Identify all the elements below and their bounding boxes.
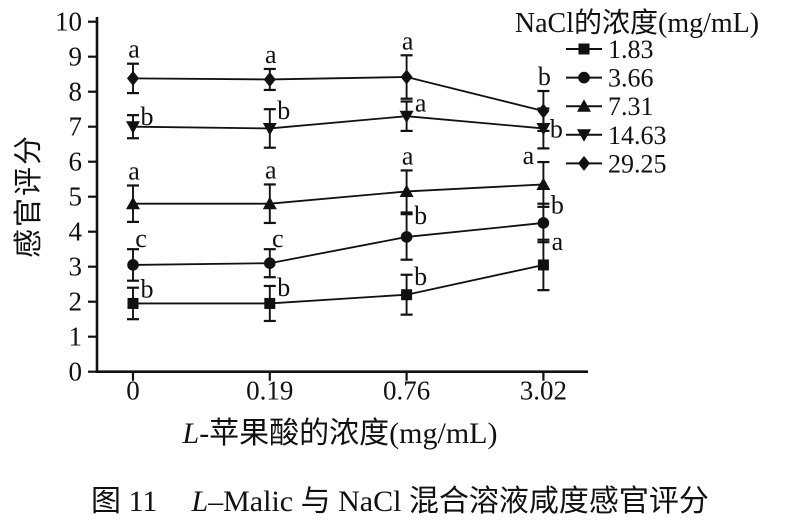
marker-diamond — [127, 70, 139, 86]
y-tick-label: 6 — [69, 147, 83, 177]
marker-circle — [127, 259, 139, 271]
marker-triangle-up — [126, 196, 140, 210]
legend-marker-circle — [578, 71, 590, 84]
caption-italic-l: L — [191, 485, 209, 518]
marker-triangle-up — [399, 184, 414, 197]
series-line-1.83 — [133, 264, 544, 305]
marker-square — [127, 297, 139, 309]
y-axis-title: 感官评分 — [12, 134, 45, 258]
marker-circle — [400, 231, 413, 243]
marker-diamond — [263, 71, 276, 87]
sig-letter: a — [265, 155, 277, 184]
caption-text: –Malic 与 NaCl 混合溶液咸度感官评分 — [208, 485, 709, 518]
x-axis-title: L-苹果酸的浓度(mg/mL) — [182, 417, 498, 450]
series-line-7.31 — [133, 183, 544, 205]
series-line-14.63 — [132, 115, 544, 130]
series-line-29.25 — [132, 76, 544, 112]
legend-item-label: 1.83 — [608, 35, 654, 64]
marker-square — [537, 259, 549, 271]
sig-letter: a — [265, 40, 277, 69]
marker-square — [264, 297, 276, 309]
sig-letter: a — [128, 35, 140, 64]
y-tick-label: 8 — [69, 77, 83, 107]
sig-letter: a — [523, 141, 535, 170]
sig-letter: c — [135, 224, 147, 253]
figure-caption: 图 11 L–Malic 与 NaCl 混合溶液咸度感官评分 — [0, 476, 800, 520]
x-tick-label: 0 — [126, 376, 140, 406]
sig-letter: b — [141, 102, 154, 131]
legend-item-label: 29.25 — [608, 149, 667, 178]
y-tick-label: 9 — [69, 42, 83, 72]
y-tick-label: 5 — [69, 182, 83, 212]
sig-letter: b — [277, 96, 290, 125]
sig-letter: a — [552, 227, 564, 256]
marker-triangle-down — [126, 121, 140, 134]
y-tick-label: 10 — [55, 7, 82, 37]
sig-letter: c — [272, 224, 284, 253]
series-line-3.66 — [132, 222, 544, 266]
sig-letter: b — [141, 275, 154, 304]
marker-triangle-up — [536, 177, 551, 190]
sig-letter: a — [128, 157, 140, 186]
sig-letter: b — [414, 201, 427, 230]
legend-item-label: 3.66 — [608, 64, 654, 93]
y-tick-label: 7 — [69, 112, 83, 142]
legend-marker-square — [578, 43, 590, 55]
y-tick-label: 3 — [69, 252, 83, 282]
marker-square — [401, 289, 413, 301]
x-tick-label: 0.76 — [383, 376, 430, 406]
y-tick-label: 2 — [69, 287, 83, 317]
legend-marker-triangle-down — [577, 129, 591, 142]
y-tick-label: 0 — [69, 357, 83, 387]
marker-triangle-down — [262, 122, 277, 136]
marker-diamond — [400, 69, 413, 85]
x-tick-label: 3.02 — [520, 376, 567, 406]
sig-letter: b — [277, 273, 290, 302]
sig-letter: b — [414, 262, 427, 291]
legend-marker-triangle-up — [577, 99, 591, 112]
sig-letter: a — [402, 141, 414, 170]
sig-letter: a — [402, 26, 414, 55]
sig-letter: b — [551, 191, 564, 220]
y-tick-label: 1 — [69, 322, 83, 352]
sig-letter: b — [550, 114, 563, 143]
y-tick-label: 4 — [69, 217, 83, 247]
legend-item-label: 7.31 — [608, 92, 654, 121]
legend-item-label: 14.63 — [608, 121, 667, 150]
chart-canvas: 0 1 2 3 4 5 6 7 8 9 10 0 0.19 0.76 3.02 感官评分 L-苹果酸的浓度(mg… — [12, 7, 759, 450]
sig-letter: a — [415, 89, 427, 118]
legend-title: NaCl的浓度(mg/mL) — [515, 7, 759, 39]
sig-letter: b — [538, 62, 551, 91]
x-tick-label: 0.19 — [246, 376, 293, 406]
marker-circle — [537, 217, 550, 229]
caption-number: 图 11 — [91, 485, 158, 518]
marker-circle — [264, 257, 276, 270]
marker-diamond — [537, 103, 550, 119]
marker-triangle-down — [399, 110, 414, 124]
marker-triangle-up — [262, 196, 277, 210]
legend-marker-diamond — [578, 155, 590, 171]
